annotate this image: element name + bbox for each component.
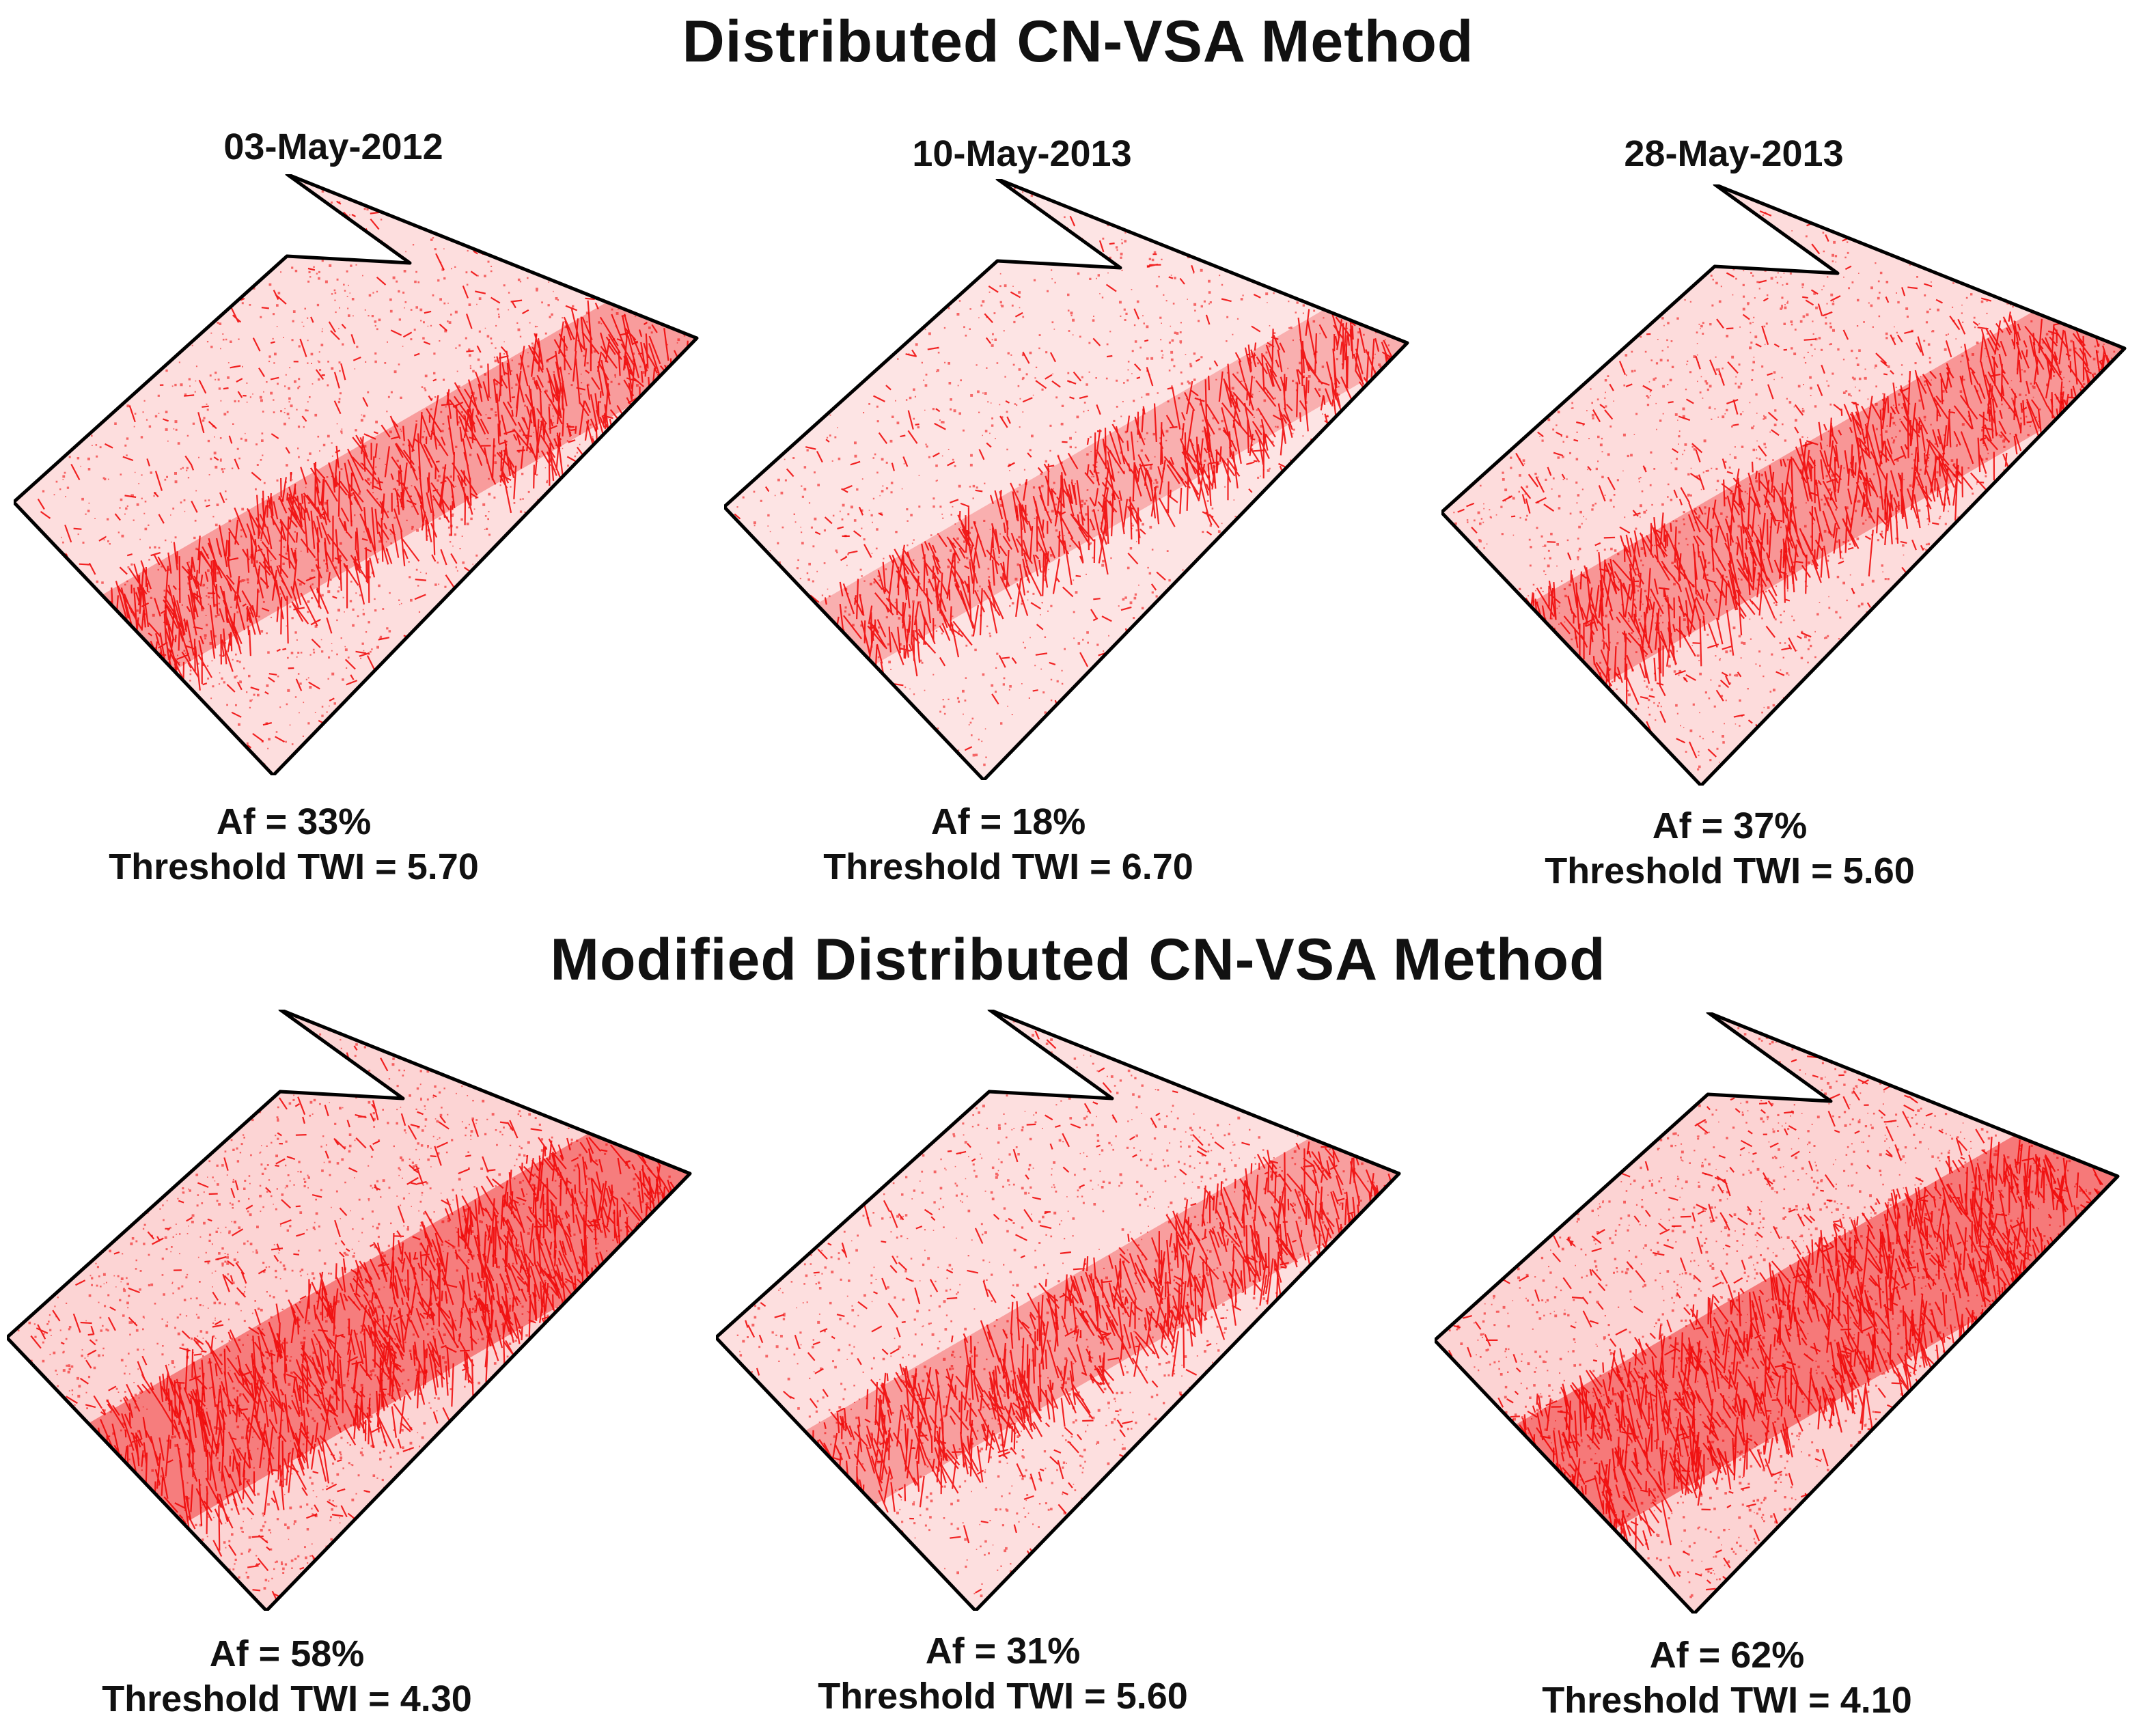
wet-area-texture: [14, 174, 697, 775]
date-label-2: 10-May-2013: [912, 133, 1132, 174]
stats-modified-3: Af = 62% Threshold TWI = 4.10: [1420, 1633, 2034, 1723]
watershed-boundary: [1441, 184, 2127, 786]
stats-distributed-3: Af = 37% Threshold TWI = 5.60: [1422, 803, 2037, 894]
af-value: Af = 58%: [209, 1633, 365, 1674]
threshold-twi: Threshold TWI = 4.10: [1542, 1680, 1912, 1721]
af-value: Af = 33%: [216, 801, 372, 842]
date-label-1: 03-May-2012: [223, 126, 443, 167]
wet-area-texture: [1441, 184, 2125, 786]
threshold-twi: Threshold TWI = 5.60: [1545, 850, 1915, 891]
watershed-boundary: [724, 179, 1409, 780]
stats-distributed-2: Af = 18% Threshold TWI = 6.70: [701, 799, 1316, 889]
af-value: Af = 62%: [1649, 1635, 1805, 1676]
threshold-twi: Threshold TWI = 5.60: [818, 1676, 1188, 1717]
title-distributed-method: Distributed CN-VSA Method: [682, 9, 1474, 74]
watershed-map-modified-03-may-2012: [7, 1010, 692, 1611]
date-label-3: 28-May-2013: [1624, 133, 1844, 174]
watershed-map-modified-10-may-2013: [716, 1010, 1401, 1611]
watershed-boundary: [14, 174, 699, 775]
threshold-twi: Threshold TWI = 4.30: [102, 1678, 472, 1719]
title-modified-method: Modified Distributed CN-VSA Method: [550, 927, 1606, 993]
af-value: Af = 18%: [930, 801, 1086, 842]
af-value: Af = 37%: [1652, 805, 1808, 846]
stats-distributed-1: Af = 33% Threshold TWI = 5.70: [0, 799, 601, 889]
wet-area-texture: [716, 1010, 1399, 1611]
watershed-map-modified-28-may-2013: [1435, 1012, 2120, 1614]
watershed-map-distributed-28-may-2013: [1441, 184, 2127, 786]
af-value: Af = 31%: [925, 1631, 1081, 1672]
watershed-boundary: [716, 1010, 1401, 1611]
stats-modified-1: Af = 58% Threshold TWI = 4.30: [0, 1631, 594, 1721]
wet-area-texture: [1435, 1012, 2118, 1614]
stats-modified-2: Af = 31% Threshold TWI = 5.60: [695, 1629, 1310, 1719]
wet-area-texture: [724, 179, 1407, 780]
threshold-twi: Threshold TWI = 5.70: [109, 846, 479, 887]
watershed-map-distributed-10-may-2013: [724, 179, 1409, 780]
wet-area-texture: [7, 1010, 690, 1611]
watershed-boundary: [7, 1010, 692, 1611]
watershed-map-distributed-03-may-2012: [14, 174, 699, 775]
threshold-twi: Threshold TWI = 6.70: [823, 846, 1193, 887]
watershed-boundary: [1435, 1012, 2120, 1614]
